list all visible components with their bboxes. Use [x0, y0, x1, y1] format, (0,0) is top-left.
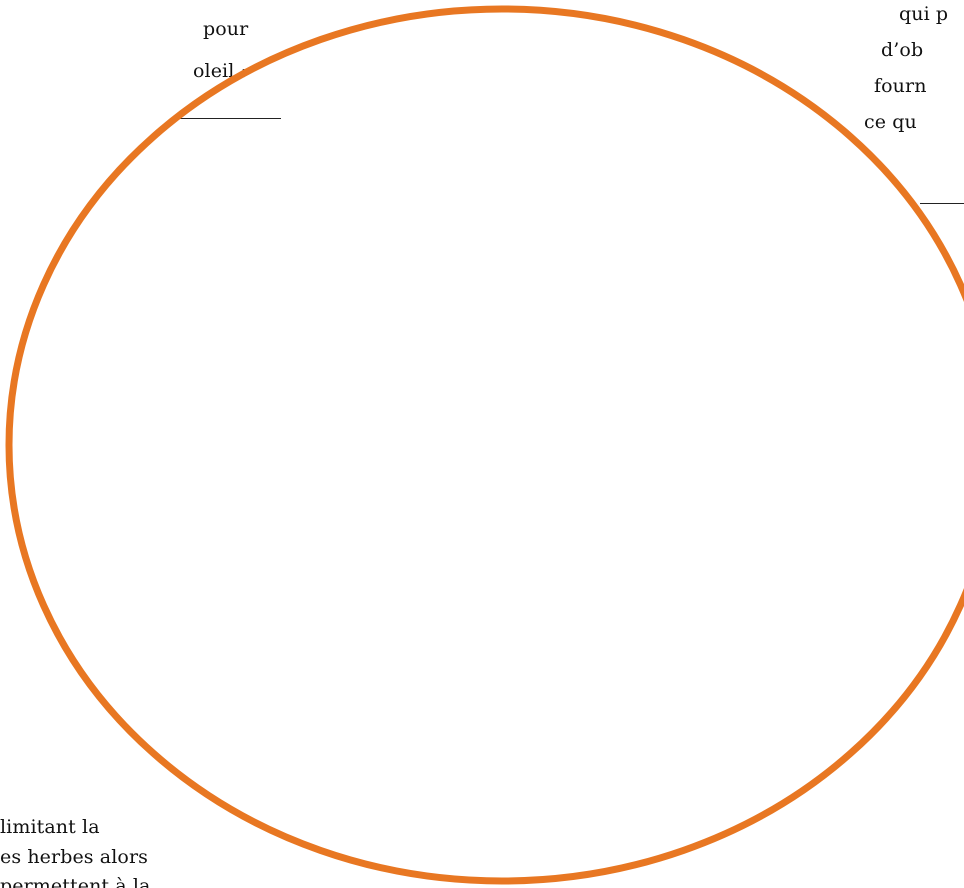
left-text-line-2: oleil :: [193, 60, 248, 82]
left-text-line-1: pour: [203, 18, 249, 40]
bottom-text-line-3: permettent à la: [0, 875, 151, 888]
right-answer-line: [920, 203, 964, 204]
orange-circle-outline: [5, 5, 964, 885]
right-text-line-2: d’ob: [881, 39, 924, 61]
right-text-line-1: qui p: [899, 3, 949, 25]
right-text-line-3: fourn: [874, 75, 927, 97]
bottom-text-line-2: es herbes alors: [0, 846, 148, 868]
right-text-line-4: ce qu: [864, 111, 917, 133]
bottom-text-line-1: limitant la: [0, 816, 100, 838]
left-answer-line: [171, 118, 281, 119]
